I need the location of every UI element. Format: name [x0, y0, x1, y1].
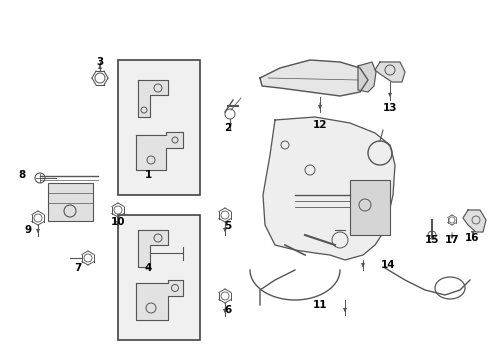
Text: 14: 14: [381, 260, 395, 270]
Polygon shape: [263, 117, 395, 260]
Polygon shape: [260, 60, 368, 96]
Text: 7: 7: [74, 263, 82, 273]
Text: 3: 3: [97, 57, 103, 67]
Text: 4: 4: [145, 263, 152, 273]
Bar: [118, 60, 200, 195]
Text: 15: 15: [425, 235, 439, 245]
Text: 9: 9: [24, 225, 31, 235]
Text: 1: 1: [145, 170, 151, 180]
Text: 6: 6: [224, 305, 232, 315]
Text: 5: 5: [224, 221, 232, 231]
Text: 16: 16: [465, 233, 479, 243]
Text: 12: 12: [313, 120, 327, 130]
Polygon shape: [138, 80, 168, 117]
Text: 2: 2: [224, 123, 232, 133]
Bar: [118, 215, 200, 340]
Polygon shape: [463, 210, 486, 232]
Text: 8: 8: [19, 170, 25, 180]
Polygon shape: [136, 132, 183, 170]
Polygon shape: [375, 62, 405, 82]
Polygon shape: [358, 62, 376, 92]
Text: 13: 13: [383, 103, 397, 113]
Polygon shape: [136, 280, 183, 320]
Polygon shape: [138, 230, 168, 267]
Bar: [48, 183, 93, 221]
Text: 17: 17: [445, 235, 459, 245]
Text: 11: 11: [313, 300, 327, 310]
Text: 10: 10: [111, 217, 125, 227]
Bar: [350, 180, 390, 235]
